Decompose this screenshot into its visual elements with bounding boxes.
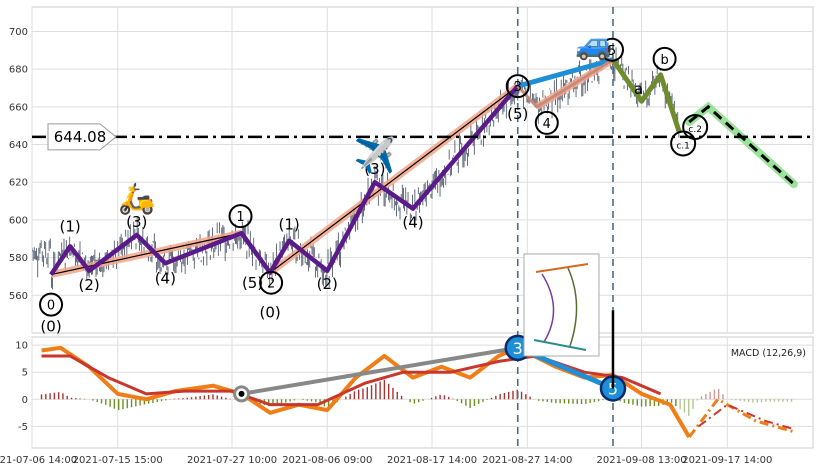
airplane-icon: ✈️ bbox=[354, 135, 396, 176]
wave-primary-line bbox=[49, 84, 520, 276]
wave-label: (0) bbox=[259, 304, 280, 322]
price-y-tick-label: 620 bbox=[9, 178, 28, 189]
wave-label: (2) bbox=[317, 275, 338, 293]
price-y-tick-label: 600 bbox=[9, 215, 28, 226]
inset-curve bbox=[567, 267, 578, 347]
price-y-tick-label: 560 bbox=[9, 291, 28, 302]
x-tick-label: 2021-07-15 15:00 bbox=[73, 455, 163, 466]
wave-label: (1) bbox=[279, 216, 300, 234]
price-level-label: 644.08 bbox=[54, 128, 107, 146]
trend-thin-line bbox=[269, 85, 519, 274]
price-panel bbox=[31, 6, 814, 334]
x-tick-label: 2021-09-17 14:00 bbox=[682, 455, 772, 466]
wave-label: 5 bbox=[608, 44, 616, 59]
price-y-tick-label: 660 bbox=[9, 102, 28, 113]
wave-label: (5) bbox=[507, 105, 528, 123]
wave-label: (3) bbox=[364, 160, 385, 178]
wave-label-circle bbox=[652, 46, 677, 71]
wave-label: 2 bbox=[267, 277, 275, 292]
macd-y-tick-label: 0 bbox=[22, 395, 28, 406]
price-level-tag bbox=[47, 123, 117, 151]
wave-label-circle bbox=[534, 110, 559, 135]
wave-label: (3) bbox=[126, 213, 147, 231]
wave-label: c.1 bbox=[676, 141, 690, 151]
wave-label-circle bbox=[259, 270, 284, 295]
macd-line-projection bbox=[668, 397, 795, 440]
wave-label: 0 bbox=[47, 299, 55, 314]
x-tick-label: 2021-07-06 14:00 bbox=[0, 455, 77, 466]
wave-label: (4) bbox=[402, 214, 423, 232]
price-y-tick-label: 640 bbox=[9, 140, 28, 151]
macd-y-tick-label: 10 bbox=[15, 341, 28, 352]
macd-title: MACD (12,26,9) bbox=[731, 348, 806, 359]
car-icon: 🚙 bbox=[575, 27, 612, 62]
x-tick-label: 2021-09-08 13:00 bbox=[596, 455, 686, 466]
wave-label: b bbox=[660, 53, 668, 68]
wave-label: 4 bbox=[543, 117, 551, 132]
x-tick-label: 2021-07-27 10:00 bbox=[187, 455, 277, 466]
wave-label: (4) bbox=[155, 269, 176, 287]
inset-curve bbox=[533, 339, 587, 351]
macd-y-tick-label: 5 bbox=[22, 368, 28, 379]
x-tick-label: 2021-08-27 14:00 bbox=[482, 455, 572, 466]
price-y-tick-label: 680 bbox=[9, 65, 28, 76]
correction-line bbox=[610, 58, 683, 135]
scooter-icon: 🛵 bbox=[118, 182, 155, 217]
x-tick-label: 2021-08-17 14:00 bbox=[387, 455, 477, 466]
wave-label: 3 bbox=[514, 80, 522, 95]
wave-blue-line bbox=[517, 57, 614, 89]
wave-label-circle bbox=[682, 113, 709, 140]
trend-thin-line bbox=[50, 232, 242, 276]
inset-curve bbox=[541, 273, 555, 343]
wave-label-circle bbox=[599, 37, 624, 62]
wave-label-circle bbox=[39, 292, 64, 317]
price-y-tick-label: 580 bbox=[9, 253, 28, 264]
wave-label: 1 bbox=[236, 210, 244, 225]
wave-label: (0) bbox=[40, 318, 61, 336]
wave-label-circle bbox=[505, 74, 530, 99]
macd-wave-marker-label: 3 bbox=[513, 339, 523, 358]
wave-4-5-line bbox=[516, 58, 614, 109]
inset-curve bbox=[535, 263, 589, 273]
macd-y-tick-label: -5 bbox=[18, 422, 28, 433]
macd-marker-dot bbox=[238, 390, 245, 397]
x-tick-label: 2021-08-06 09:00 bbox=[282, 455, 372, 466]
wave-label: c.2 bbox=[688, 125, 702, 135]
wave-label: (5) bbox=[242, 274, 263, 292]
macd-wave-marker-label: 5 bbox=[608, 379, 618, 398]
price-y-tick-label: 700 bbox=[9, 27, 28, 38]
projection-line bbox=[688, 104, 795, 186]
divergence-line bbox=[241, 345, 519, 396]
wave-label: (2) bbox=[79, 276, 100, 294]
wave-label-circle bbox=[228, 204, 253, 229]
wave-label: a bbox=[634, 80, 643, 98]
wave-label: (1) bbox=[59, 217, 80, 235]
